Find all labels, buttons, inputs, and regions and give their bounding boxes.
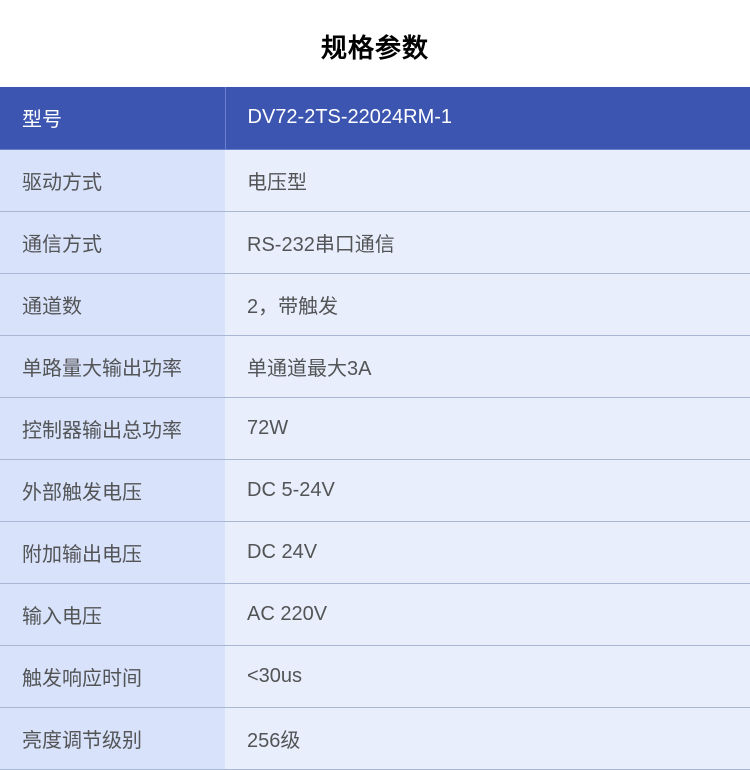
row-label: 控制器输出总功率 — [0, 397, 225, 459]
table-header-row: 型号DV72-2TS-22024RM-1 — [0, 87, 750, 149]
row-value: <30us — [225, 645, 750, 707]
table-row: 单路量大输出功率单通道最大3A — [0, 335, 750, 397]
table-row: 输入电压AC 220V — [0, 583, 750, 645]
table-row: 亮度调节级别256级 — [0, 707, 750, 769]
row-value: DC 5-24V — [225, 459, 750, 521]
table-row: 通道数2，带触发 — [0, 273, 750, 335]
row-label: 亮度调节级别 — [0, 707, 225, 769]
page-title: 规格参数 — [0, 0, 750, 87]
row-label: 单路量大输出功率 — [0, 335, 225, 397]
table-row: 外部触发电压DC 5-24V — [0, 459, 750, 521]
table-row: 触发响应时间<30us — [0, 645, 750, 707]
row-value: DC 24V — [225, 521, 750, 583]
row-value: 电压型 — [225, 149, 750, 211]
row-label: 驱动方式 — [0, 149, 225, 211]
row-label: 通信方式 — [0, 211, 225, 273]
header-value: DV72-2TS-22024RM-1 — [225, 87, 750, 149]
row-label: 输入电压 — [0, 583, 225, 645]
row-value: RS-232串口通信 — [225, 211, 750, 273]
row-value: AC 220V — [225, 583, 750, 645]
row-value: 72W — [225, 397, 750, 459]
row-value: 256级 — [225, 707, 750, 769]
table-row: 附加输出电压DC 24V — [0, 521, 750, 583]
row-label: 通道数 — [0, 273, 225, 335]
row-value: 单通道最大3A — [225, 335, 750, 397]
row-label: 外部触发电压 — [0, 459, 225, 521]
header-label: 型号 — [0, 87, 225, 149]
table-row: 驱动方式电压型 — [0, 149, 750, 211]
spec-sheet: 规格参数 型号DV72-2TS-22024RM-1驱动方式电压型通信方式RS-2… — [0, 0, 750, 770]
table-row: 通信方式RS-232串口通信 — [0, 211, 750, 273]
row-label: 触发响应时间 — [0, 645, 225, 707]
spec-table: 型号DV72-2TS-22024RM-1驱动方式电压型通信方式RS-232串口通… — [0, 87, 750, 770]
row-label: 附加输出电压 — [0, 521, 225, 583]
row-value: 2，带触发 — [225, 273, 750, 335]
table-row: 控制器输出总功率72W — [0, 397, 750, 459]
